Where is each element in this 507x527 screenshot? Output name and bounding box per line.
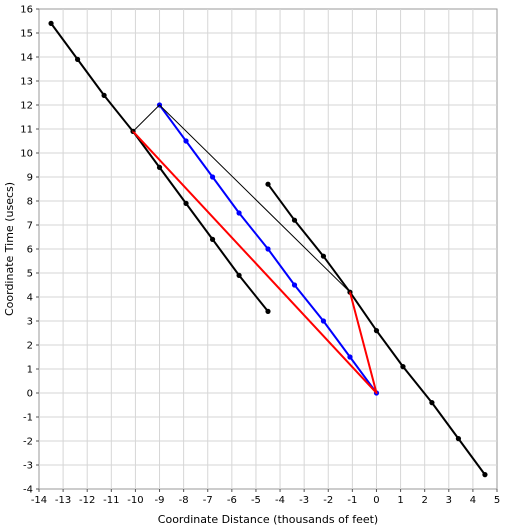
y-tick-label: 11 [20,125,33,136]
series-line [132,104,351,293]
y-tick-label: 4 [27,293,33,304]
data-point [347,354,353,360]
data-point [429,400,435,406]
x-tick-label: 0 [373,495,379,506]
series-group [48,20,488,478]
data-point [209,236,216,242]
data-point [209,174,216,180]
data-point [183,138,189,144]
data-point [183,200,189,206]
data-point [156,164,163,170]
y-tick-label: 7 [27,221,33,232]
series-line [132,130,378,394]
x-tick-label: -6 [227,495,237,506]
x-tick-label: 3 [446,495,452,506]
data-point [236,272,242,278]
data-point [265,181,271,187]
series-4 [132,130,378,394]
data-point [291,217,298,223]
x-tick-label: -7 [203,495,213,506]
x-tick-label: -2 [323,495,333,506]
y-tick-label: 9 [27,173,33,184]
y-tick-label: 10 [20,149,33,160]
x-tick-label: -3 [299,495,309,506]
data-point [265,246,271,252]
y-tick-label: 14 [20,53,33,64]
y-axis-label: Coordinate Time (usecs) [3,182,16,316]
y-tick-label: 6 [27,245,33,256]
data-point [236,210,242,216]
series-5 [132,104,351,293]
data-point [291,282,298,288]
data-point [482,472,488,478]
x-tick-label: -4 [275,495,285,506]
y-tick-label: 3 [27,317,33,328]
series-1 [48,20,271,314]
x-tick-label: -5 [251,495,261,506]
data-point [320,253,327,259]
x-tick-label: -8 [179,495,189,506]
y-tick-label: -3 [23,461,33,472]
y-tick-label: -4 [23,485,33,496]
grid [39,9,497,489]
x-tick-label: 2 [421,495,427,506]
y-tick-label: 1 [27,365,33,376]
data-point [320,318,327,324]
x-tick-label: -9 [155,495,165,506]
y-tick-label: 8 [27,197,33,208]
y-tick-label: 15 [20,29,33,40]
x-tick-label: -10 [127,495,143,506]
data-point [48,20,54,26]
data-point [74,56,81,63]
x-tick-labels: -14 -13 -12 -11 -10 -9 -8 -7 -6 -5 -4 -3 -2 -1 0 1 2 3 4 5 [31,489,500,506]
x-tick-label: 5 [494,495,500,506]
data-point [455,436,462,442]
y-tick-label: 5 [27,269,33,280]
x-tick-label: -1 [347,495,357,506]
x-axis-label: Coordinate Distance (thousands of feet) [158,513,378,526]
y-tick-label: 12 [20,101,33,112]
x-tick-label: -12 [79,495,95,506]
x-tick-label: 1 [397,495,403,506]
x-tick-label: 4 [470,495,476,506]
data-point [101,92,107,98]
y-tick-label: -2 [23,437,33,448]
x-tick-label: -13 [55,495,71,506]
data-point [373,328,380,334]
x-tick-label: -11 [103,495,119,506]
data-point [265,308,271,314]
y-tick-label: 13 [20,77,33,88]
y-tick-label: 16 [20,5,33,16]
y-tick-label: 0 [27,389,33,400]
x-tick-label: -14 [31,495,47,506]
data-point [400,364,406,370]
y-tick-label: -1 [23,413,33,424]
y-tick-label: 2 [27,341,33,352]
